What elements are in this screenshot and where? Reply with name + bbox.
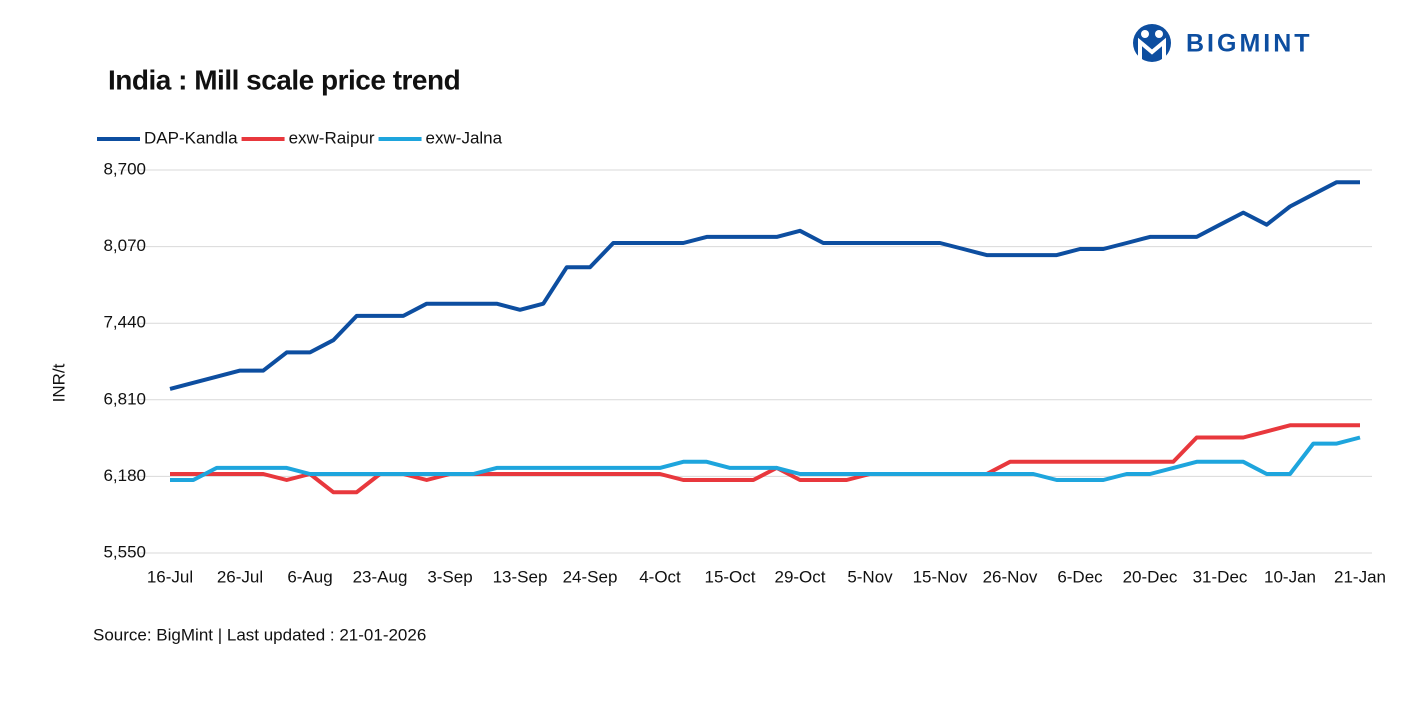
y-tick-label: 8,700	[103, 159, 146, 178]
x-tick-label: 26-Jul	[217, 567, 263, 586]
series-line	[170, 423, 1360, 495]
logo-icon-m	[1138, 37, 1166, 60]
legend-label: exw-Jalna	[426, 128, 503, 147]
x-tick-label: 3-Sep	[427, 567, 472, 586]
y-axis-label: INR/t	[49, 363, 68, 402]
x-tick-label: 10-Jan	[1264, 567, 1316, 586]
x-tick-label: 21-Jan	[1334, 567, 1386, 586]
logo: BIGMINT	[1133, 24, 1313, 62]
series-line	[169, 180, 1360, 391]
source-note: Source: BigMint | Last updated : 21-01-2…	[93, 625, 426, 644]
x-tick-label: 29-Oct	[774, 567, 825, 586]
x-tick-label: 20-Dec	[1123, 567, 1178, 586]
y-tick-label: 7,440	[103, 313, 146, 332]
x-tick-label: 5-Nov	[847, 567, 893, 586]
logo-icon-dot	[1155, 30, 1163, 38]
logo-icon-dot	[1141, 30, 1149, 38]
y-tick-label: 5,550	[103, 542, 146, 561]
logo-text: BIGMINT	[1186, 30, 1313, 58]
x-tick-label: 4-Oct	[639, 567, 681, 586]
legend-label: exw-Raipur	[289, 128, 375, 147]
x-tick-label: 6-Dec	[1057, 567, 1103, 586]
chart-title: India : Mill scale price trend	[108, 64, 460, 95]
x-tick-label: 15-Oct	[704, 567, 755, 586]
x-tick-label: 16-Jul	[147, 567, 193, 586]
x-tick-label: 31-Dec	[1193, 567, 1248, 586]
y-tick-label: 6,810	[103, 389, 146, 408]
y-tick-label: 8,070	[103, 236, 146, 255]
x-tick-label: 6-Aug	[287, 567, 332, 586]
x-tick-label: 13-Sep	[493, 567, 548, 586]
x-tick-label: 26-Nov	[983, 567, 1038, 586]
x-tick-label: 24-Sep	[563, 567, 618, 586]
x-tick-label: 15-Nov	[913, 567, 968, 586]
legend-label: DAP-Kandla	[144, 128, 238, 147]
y-tick-label: 6,180	[103, 466, 146, 485]
series-line	[170, 435, 1361, 482]
x-tick-label: 23-Aug	[353, 567, 408, 586]
